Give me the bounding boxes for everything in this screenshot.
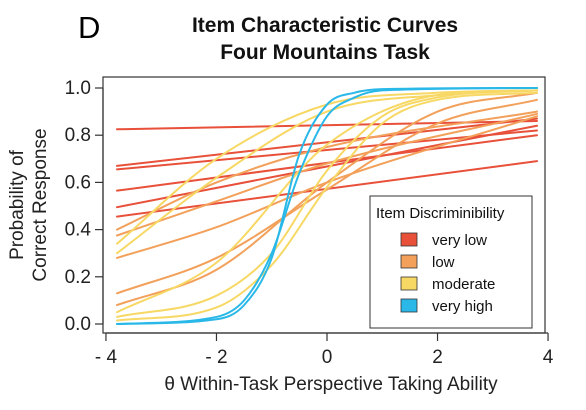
x-tick-label: 4 xyxy=(543,347,554,368)
legend-swatch-very-low xyxy=(400,232,418,247)
x-axis-label: θ Within-Task Perspective Taking Ability xyxy=(164,374,498,395)
x-tick-label: 2 xyxy=(432,347,443,368)
y-tick-label: 0.4 xyxy=(65,220,92,241)
curve-moderate-1 xyxy=(116,89,538,245)
curve-moderate-4 xyxy=(116,89,538,318)
y-axis-label-line-2: Correct Response xyxy=(30,128,51,281)
y-tick-label: 0.8 xyxy=(65,125,91,146)
legend-label-very-low: very low xyxy=(432,232,487,249)
curve-very-low-2 xyxy=(116,117,538,167)
curve-very-low-5 xyxy=(116,124,538,209)
legend-title: Item Discriminibility xyxy=(376,205,505,222)
x-tick-label: 0 xyxy=(322,347,333,368)
curve-moderate-5 xyxy=(116,91,538,322)
x-tick-label: - 2 xyxy=(205,347,227,368)
x-axis: - 4 - 2 0 2 4 xyxy=(95,332,554,368)
legend-box xyxy=(369,195,533,329)
curve-low-2 xyxy=(116,112,538,237)
legend-label-moderate: moderate xyxy=(432,276,495,293)
curve-low-1 xyxy=(116,110,538,231)
curve-moderate-3 xyxy=(116,89,538,314)
legend-label-low: low xyxy=(432,254,455,271)
y-tick-label: 0.6 xyxy=(65,172,91,193)
legend-swatch-very-high xyxy=(400,298,418,313)
curve-very-high-2 xyxy=(116,87,538,325)
chart-subtitle: Four Mountains Task xyxy=(220,41,430,64)
y-tick-label: 1.0 xyxy=(65,78,91,99)
legend: Item Discriminibility very low low moderate… xyxy=(369,195,533,329)
x-tick-label: - 4 xyxy=(95,347,118,368)
curve-very-high-1 xyxy=(116,87,538,325)
legend-swatch-moderate xyxy=(400,276,418,291)
y-axis-label: Probability of Correct Response xyxy=(7,128,51,281)
panel-label: D xyxy=(78,10,101,45)
curve-low-5 xyxy=(116,91,538,307)
chart-title: Item Characteristic Curves xyxy=(191,14,459,37)
y-tick-label: 0.2 xyxy=(65,267,91,288)
curves-layer xyxy=(116,87,538,325)
y-axis-label-line-1: Probability of xyxy=(7,149,28,260)
curve-low-4 xyxy=(116,98,538,295)
legend-swatch-low xyxy=(400,254,418,269)
y-axis: 0.0 0.2 0.4 0.6 0.8 1.0 xyxy=(65,78,104,335)
legend-label-very-high: very high xyxy=(432,298,493,315)
y-tick-label: 0.0 xyxy=(65,314,91,335)
